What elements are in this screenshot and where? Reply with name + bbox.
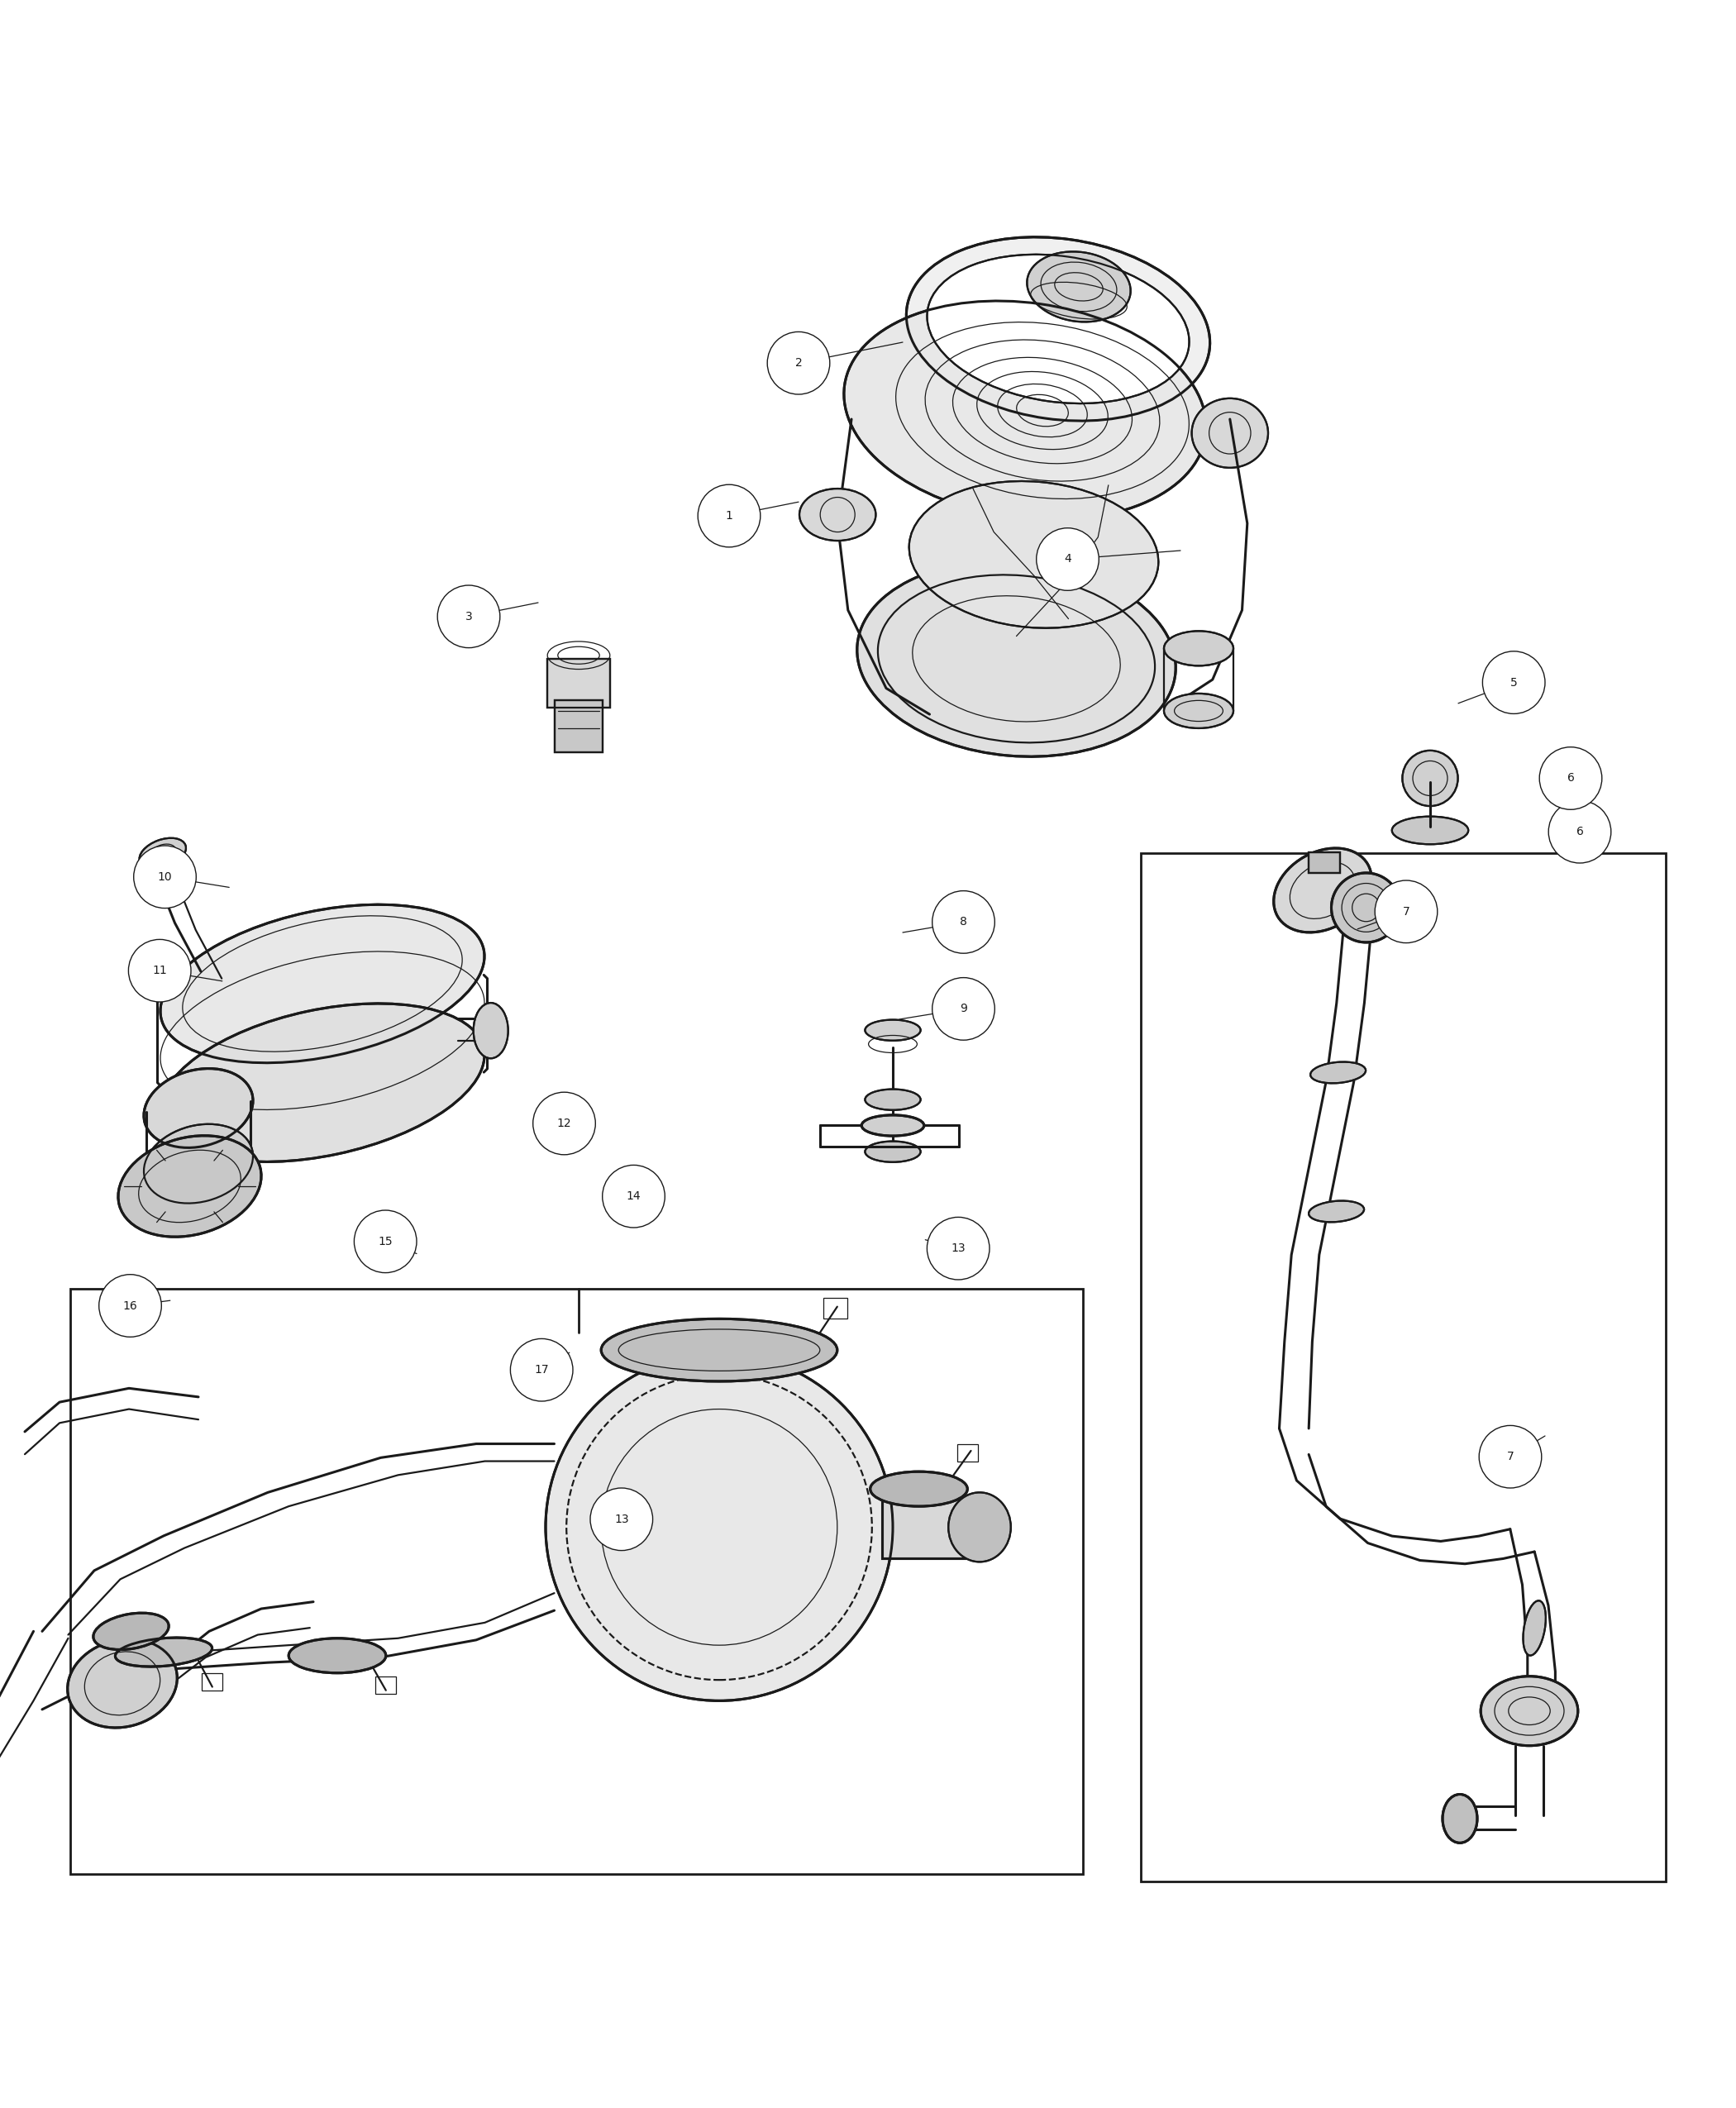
- Text: 3: 3: [465, 611, 472, 622]
- Text: 10: 10: [158, 871, 172, 883]
- Ellipse shape: [160, 904, 484, 1062]
- Text: 13: 13: [615, 1514, 628, 1524]
- Circle shape: [128, 940, 191, 1001]
- Ellipse shape: [948, 1492, 1010, 1562]
- Bar: [554, 700, 602, 753]
- Ellipse shape: [870, 1471, 967, 1507]
- Ellipse shape: [1191, 398, 1267, 468]
- Ellipse shape: [118, 1136, 260, 1237]
- Circle shape: [927, 1216, 990, 1280]
- Text: 1: 1: [726, 510, 733, 521]
- Ellipse shape: [906, 236, 1210, 422]
- Circle shape: [932, 892, 995, 953]
- Bar: [823, 1299, 847, 1320]
- Circle shape: [99, 1275, 161, 1336]
- Text: 8: 8: [960, 917, 967, 928]
- Text: 15: 15: [378, 1235, 392, 1248]
- Bar: [882, 1497, 977, 1558]
- Text: 2: 2: [795, 356, 802, 369]
- Bar: [882, 1497, 977, 1558]
- Ellipse shape: [799, 489, 875, 540]
- Ellipse shape: [858, 561, 1175, 757]
- Bar: [1309, 852, 1340, 873]
- Circle shape: [932, 978, 995, 1039]
- Bar: [69, 1288, 1083, 1874]
- Ellipse shape: [144, 1124, 253, 1204]
- Circle shape: [1375, 881, 1437, 942]
- Ellipse shape: [861, 1115, 924, 1136]
- Text: 5: 5: [1510, 677, 1517, 689]
- Ellipse shape: [1443, 1794, 1477, 1842]
- Bar: [201, 1674, 222, 1691]
- Circle shape: [1479, 1425, 1542, 1488]
- Bar: [547, 660, 609, 708]
- Ellipse shape: [144, 1069, 253, 1147]
- Circle shape: [354, 1210, 417, 1273]
- Ellipse shape: [115, 1638, 212, 1667]
- Circle shape: [1549, 801, 1611, 862]
- Ellipse shape: [1403, 750, 1458, 805]
- Text: 4: 4: [1064, 554, 1071, 565]
- Ellipse shape: [910, 481, 1158, 628]
- Ellipse shape: [1522, 1600, 1545, 1655]
- Ellipse shape: [160, 1003, 484, 1162]
- Circle shape: [590, 1488, 653, 1551]
- Circle shape: [1540, 746, 1602, 809]
- Ellipse shape: [1309, 1202, 1364, 1223]
- Text: 9: 9: [960, 1003, 967, 1014]
- Circle shape: [1483, 651, 1545, 715]
- Ellipse shape: [94, 1613, 168, 1651]
- Circle shape: [698, 485, 760, 548]
- Ellipse shape: [1481, 1676, 1578, 1745]
- Circle shape: [134, 845, 196, 909]
- Text: 12: 12: [557, 1117, 571, 1130]
- Ellipse shape: [288, 1638, 385, 1674]
- Ellipse shape: [865, 1020, 920, 1041]
- Ellipse shape: [865, 1140, 920, 1162]
- Ellipse shape: [545, 1353, 892, 1701]
- Circle shape: [510, 1339, 573, 1402]
- Bar: [1309, 852, 1340, 873]
- Text: 6: 6: [1576, 826, 1583, 837]
- Bar: [554, 700, 602, 753]
- Ellipse shape: [927, 255, 1189, 403]
- Bar: [547, 660, 609, 708]
- Text: 16: 16: [123, 1301, 137, 1311]
- Ellipse shape: [1163, 694, 1233, 727]
- Text: 7: 7: [1403, 906, 1410, 917]
- Ellipse shape: [1332, 873, 1401, 942]
- Ellipse shape: [1274, 847, 1371, 932]
- Text: 7: 7: [1507, 1450, 1514, 1463]
- Ellipse shape: [139, 839, 186, 868]
- Ellipse shape: [1028, 251, 1130, 323]
- Ellipse shape: [1311, 1062, 1366, 1084]
- Bar: [1141, 854, 1667, 1880]
- Text: 17: 17: [535, 1364, 549, 1377]
- Ellipse shape: [865, 1090, 920, 1111]
- Circle shape: [437, 586, 500, 647]
- Circle shape: [602, 1166, 665, 1227]
- Bar: [957, 1444, 977, 1461]
- Ellipse shape: [474, 1003, 509, 1058]
- Bar: [375, 1676, 396, 1695]
- Text: 11: 11: [153, 965, 167, 976]
- Text: 13: 13: [951, 1242, 965, 1254]
- Ellipse shape: [844, 301, 1207, 521]
- Ellipse shape: [68, 1640, 177, 1729]
- Ellipse shape: [601, 1320, 837, 1381]
- Circle shape: [767, 331, 830, 394]
- Circle shape: [1036, 527, 1099, 590]
- Text: 6: 6: [1568, 772, 1575, 784]
- Circle shape: [533, 1092, 595, 1155]
- Ellipse shape: [1163, 630, 1233, 666]
- Ellipse shape: [1392, 816, 1469, 843]
- Text: 14: 14: [627, 1191, 641, 1202]
